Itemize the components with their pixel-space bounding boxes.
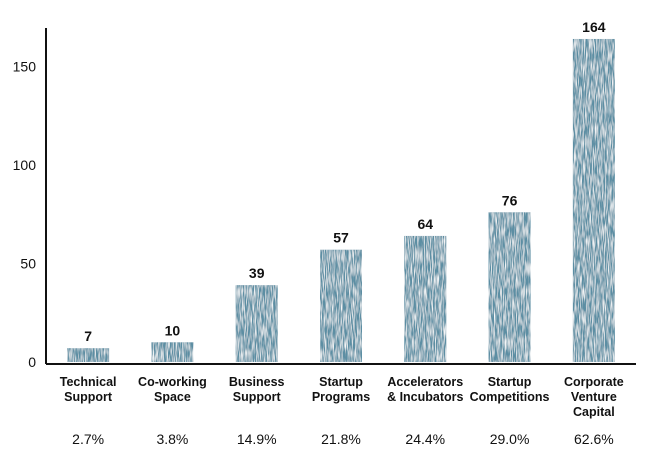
bar-value-label: 164	[582, 19, 606, 35]
y-tick-label: 0	[28, 354, 36, 370]
bar	[404, 235, 447, 362]
category-label-line: Space	[154, 390, 191, 404]
bar-value-label: 39	[249, 265, 265, 281]
bar	[320, 249, 362, 362]
category-label: Corporate Venture Capital	[564, 375, 624, 419]
y-tick-label: 50	[20, 256, 36, 272]
bar-value-label: 64	[417, 216, 433, 232]
category-label: Startup Programs	[312, 375, 370, 404]
percentage-label: 3.8%	[156, 431, 188, 447]
y-tick-label: 150	[13, 59, 37, 75]
category-label: Business Support	[229, 375, 285, 404]
bar	[235, 285, 278, 362]
y-tick-label: 100	[13, 157, 37, 173]
category-label-line: Venture	[571, 390, 617, 404]
category-label-line: Capital	[573, 405, 615, 419]
percentage-labels: 2.7% 3.8% 14.9% 21.8% 24.4% 29.0% 62.6%	[72, 431, 614, 447]
value-labels: 7 10 39 57 64 76 164	[84, 19, 606, 344]
bar	[572, 38, 615, 362]
category-label-line: Co-working	[138, 375, 207, 389]
bar-value-label: 7	[84, 328, 92, 344]
category-label-line: Startup	[488, 375, 532, 389]
percentage-label: 2.7%	[72, 431, 104, 447]
category-label-line: Support	[64, 390, 113, 404]
percentage-label: 21.8%	[321, 431, 361, 447]
category-label-line: Business	[229, 375, 285, 389]
bar	[151, 342, 194, 362]
percentage-label: 14.9%	[237, 431, 277, 447]
category-label-line: Competitions	[470, 390, 550, 404]
y-axis-ticks: 0 50 100 150	[13, 59, 37, 370]
category-label-line: Programs	[312, 390, 370, 404]
bar-value-label: 57	[333, 230, 349, 246]
bar-value-label: 10	[165, 322, 181, 338]
bars	[67, 38, 615, 362]
percentage-label: 62.6%	[574, 431, 614, 447]
category-label-line: & Incubators	[387, 390, 463, 404]
category-label: Startup Competitions	[470, 375, 550, 404]
category-label: Co-working Space	[138, 375, 207, 404]
category-label-line: Startup	[319, 375, 363, 389]
category-label-line: Corporate	[564, 375, 624, 389]
category-label: Technical Support	[60, 375, 117, 404]
percentage-label: 29.0%	[490, 431, 530, 447]
percentage-label: 24.4%	[405, 431, 445, 447]
bar-value-label: 76	[502, 192, 518, 208]
bar	[488, 212, 531, 362]
category-label-line: Technical	[60, 375, 117, 389]
bar	[67, 348, 110, 362]
category-label-line: Accelerators	[387, 375, 463, 389]
category-label-line: Support	[233, 390, 282, 404]
category-label: Accelerators & Incubators	[387, 375, 463, 404]
